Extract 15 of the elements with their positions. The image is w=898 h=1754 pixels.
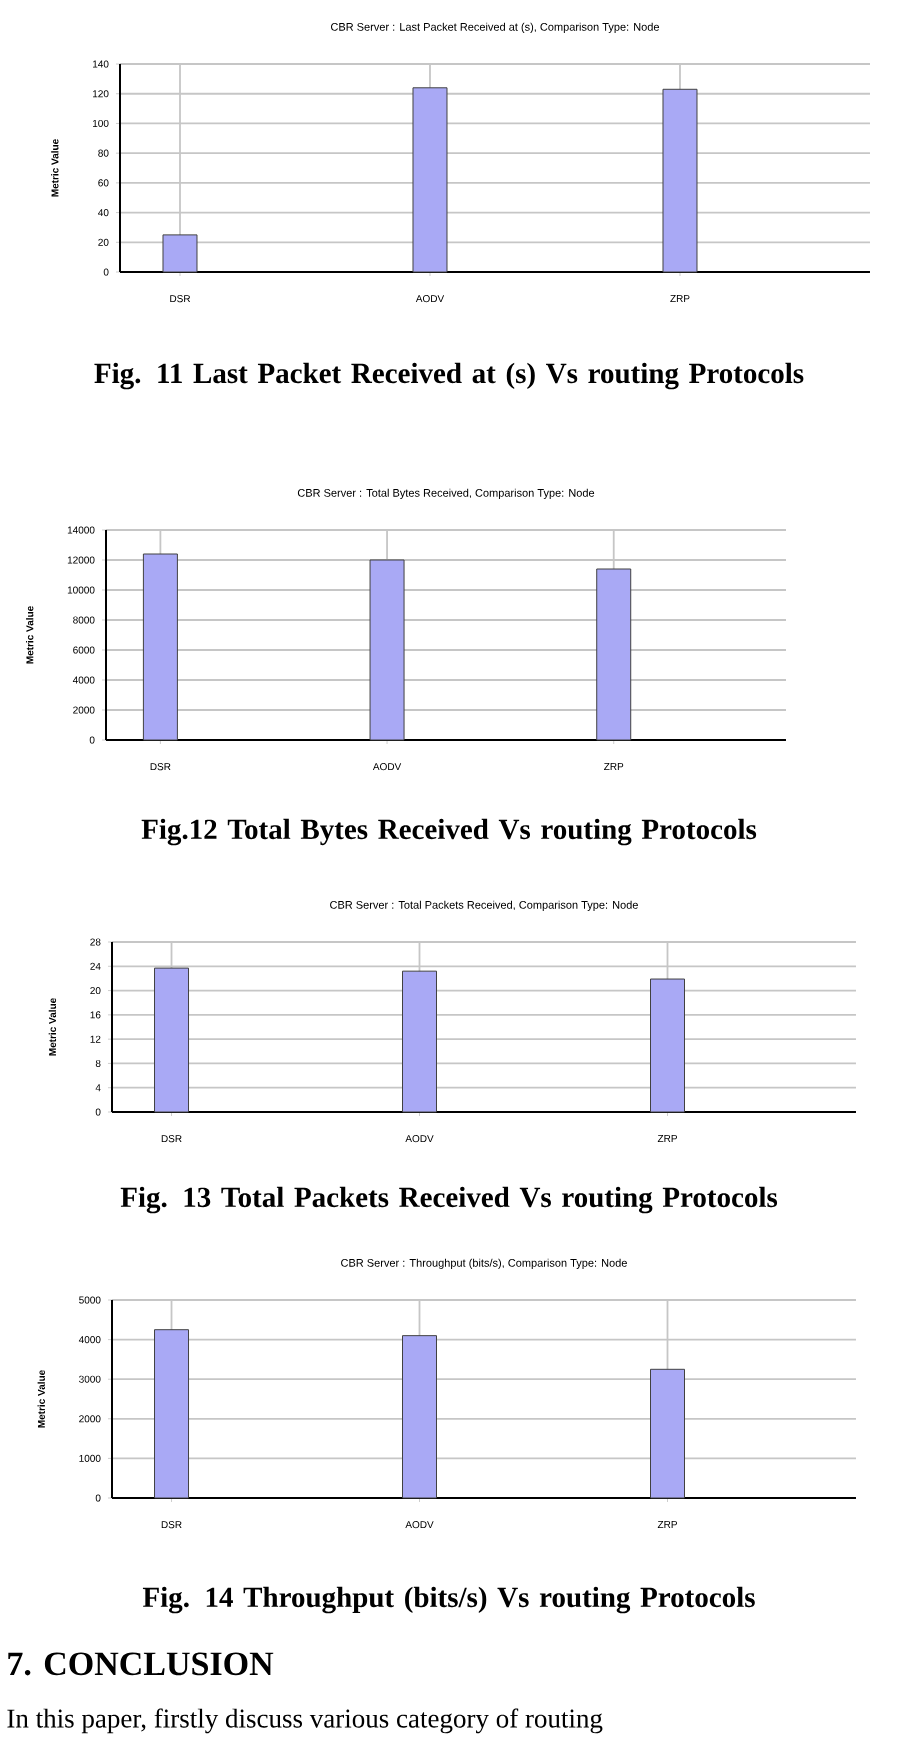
bar bbox=[402, 1335, 438, 1499]
caption: Fig.12 Total Bytes Received Vs routing Protocols bbox=[141, 818, 757, 846]
caption: Fig. 11 Last Packet Received at (s) Vs routing Protocols bbox=[94, 362, 804, 390]
text: 7. CONCLUSION bbox=[8, 1652, 274, 1676]
bar bbox=[662, 88, 698, 273]
bar bbox=[596, 568, 632, 741]
bar bbox=[650, 1368, 686, 1499]
text: In this paper, firstly discuss various category of routing bbox=[7, 1708, 603, 1734]
caption: Fig. 14 Throughput (bits/s) Vs routing Protocols bbox=[142, 1586, 755, 1614]
bar bbox=[154, 1329, 190, 1499]
bar bbox=[142, 553, 178, 741]
bar bbox=[369, 559, 405, 741]
caption: Fig. 13 Total Packets Received Vs routing Protocols bbox=[120, 1186, 778, 1214]
bar bbox=[412, 87, 448, 273]
bar bbox=[162, 234, 198, 273]
